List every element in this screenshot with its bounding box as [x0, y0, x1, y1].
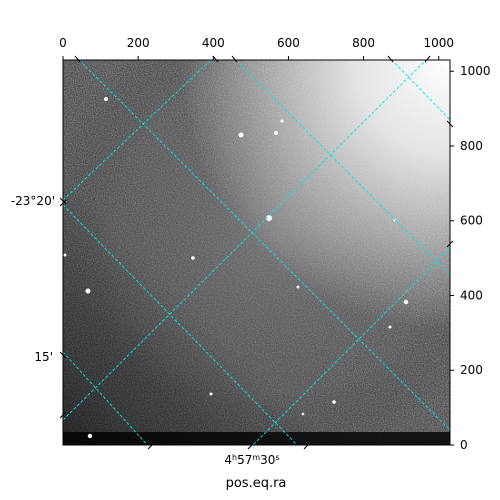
- plot-frame: [62, 59, 451, 446]
- dec-tick: [446, 120, 454, 128]
- star: [63, 253, 67, 257]
- y-tick-label: 200: [460, 363, 483, 377]
- dec-tick-label: 15': [34, 350, 53, 364]
- x-tick-label: 0: [59, 36, 67, 50]
- star: [274, 131, 278, 135]
- star: [104, 97, 108, 101]
- dec-tick: [59, 199, 67, 207]
- world-axis-ticks: [59, 55, 454, 450]
- y-pixel-axis: 0 200 400 600 800 1000: [450, 64, 491, 452]
- dec-tick: [446, 240, 454, 248]
- dec-tick: [59, 197, 67, 205]
- ra-seconds: 30: [260, 453, 275, 467]
- star: [87, 433, 93, 439]
- x-tick-label: 600: [277, 36, 300, 50]
- ra-tick: [231, 55, 238, 63]
- x-tick-label: 200: [127, 36, 150, 50]
- grid-line: [391, 60, 450, 121]
- world-grid: [63, 60, 450, 445]
- ra-seconds-unit: s: [275, 453, 279, 462]
- ra-hours: 4: [224, 453, 232, 467]
- star: [85, 288, 91, 294]
- x-pixel-axis: 0 200 400 600 800 1000: [59, 36, 454, 60]
- ra-tick: [147, 443, 154, 450]
- star: [296, 285, 300, 289]
- grid-line: [63, 351, 148, 445]
- star: [191, 256, 195, 260]
- star: [266, 215, 272, 221]
- dec-tick-label: -23°20': [11, 194, 55, 208]
- x-tick-label: 1000: [423, 36, 454, 50]
- star: [301, 412, 305, 416]
- image-vignette: [63, 60, 450, 445]
- grid-line: [63, 60, 427, 421]
- star: [332, 400, 336, 404]
- dec-tick: [59, 411, 67, 419]
- star: [209, 392, 213, 396]
- ra-minutes-unit: m: [252, 453, 260, 462]
- dec-tick: [59, 351, 67, 359]
- star: [280, 119, 284, 123]
- ra-tick: [424, 55, 431, 63]
- star: [238, 132, 244, 138]
- ra-tick: [303, 443, 310, 450]
- ra-tick: [74, 55, 81, 63]
- image-bottom-band: [63, 432, 450, 445]
- ra-tick-label: 4h57m30s: [224, 453, 279, 467]
- grid-line: [252, 247, 450, 445]
- y-tick-label: 600: [460, 214, 483, 228]
- y-tick-label: 1000: [460, 64, 491, 78]
- star: [388, 325, 392, 329]
- x-tick-label: 400: [202, 36, 225, 50]
- ra-hours-unit: h: [232, 453, 237, 462]
- star: [403, 299, 409, 305]
- grid-line: [63, 204, 298, 445]
- image-area: [63, 60, 450, 445]
- y-tick-label: 400: [460, 288, 483, 302]
- ra-minutes: 57: [237, 453, 252, 467]
- ra-tick: [387, 55, 394, 63]
- y-tick-label: 800: [460, 139, 483, 153]
- grid-line: [78, 60, 450, 431]
- y-tick-label: 0: [460, 438, 468, 452]
- ra-tick: [247, 443, 254, 450]
- ra-tick: [212, 55, 219, 63]
- grid-line: [235, 60, 450, 276]
- x-axis-label: pos.eq.ra: [226, 476, 287, 491]
- stars: [63, 97, 409, 439]
- x-tick-label: 800: [352, 36, 375, 50]
